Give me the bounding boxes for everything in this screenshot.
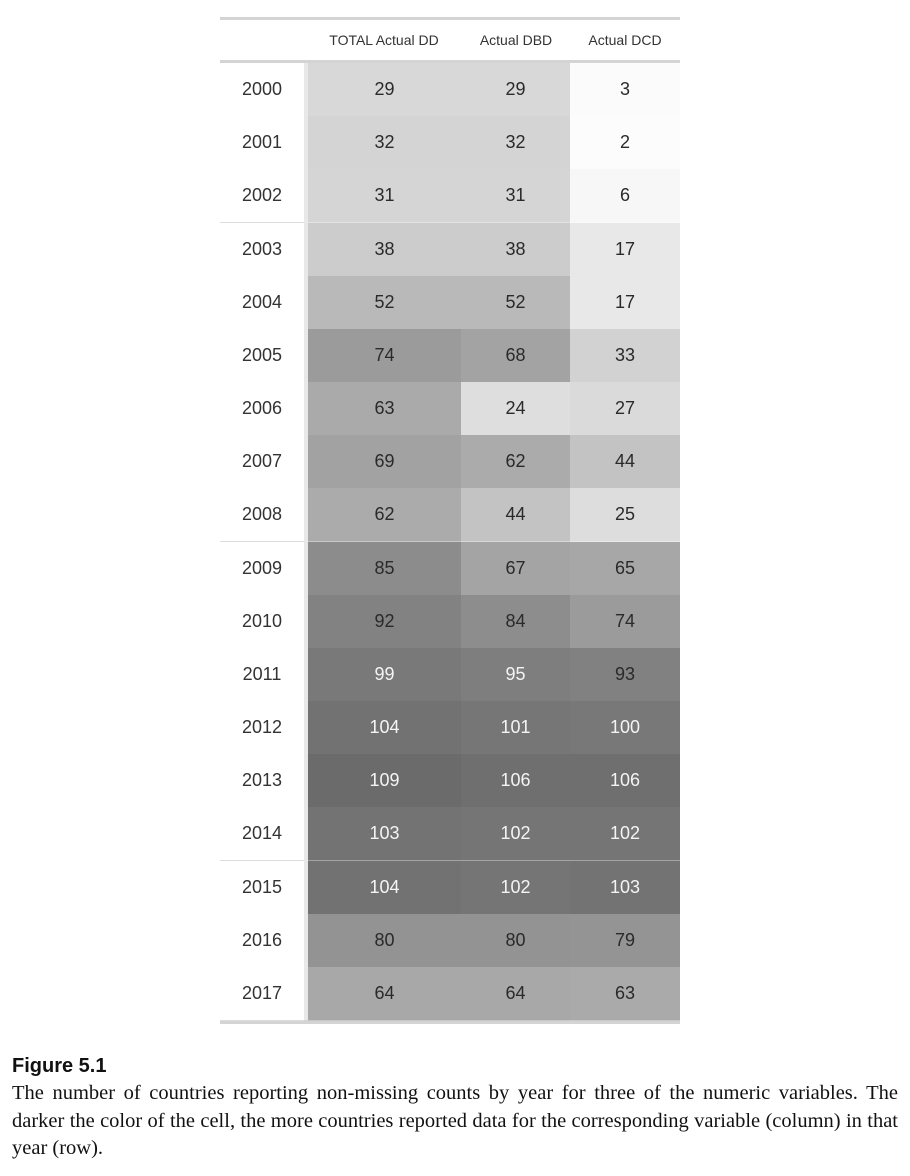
heat-cell-2012-actual-dcd: 100 [570, 701, 680, 756]
heat-cell-2000-actual-dcd: 3 [570, 63, 680, 117]
heat-cell-2011-total-actual-dd: 99 [308, 647, 461, 702]
row-label-2006: 2006 [220, 382, 304, 437]
table-header-rule [220, 60, 680, 63]
heat-cell-2003-actual-dcd: 17 [570, 222, 680, 277]
figure-caption: Figure 5.1 The number of countries repor… [12, 1053, 898, 1163]
row-label-2014: 2014 [220, 807, 304, 862]
heat-cell-2013-total-actual-dd: 109 [308, 754, 461, 809]
row-label-2013: 2013 [220, 754, 304, 809]
heat-cell-2015-total-actual-dd: 104 [308, 860, 461, 915]
heat-cell-2001-total-actual-dd: 32 [308, 116, 461, 171]
column-header-actual-dcd: Actual DCD [588, 32, 662, 48]
row-label-2011: 2011 [220, 647, 304, 702]
heat-cell-2011-actual-dcd: 93 [570, 647, 680, 702]
figure-label: Figure 5.1 [12, 1055, 107, 1077]
row-label-2015: 2015 [220, 860, 304, 915]
heat-cell-2009-actual-dcd: 65 [570, 541, 680, 596]
row-label-2016: 2016 [220, 913, 304, 968]
heat-cell-2013-actual-dcd: 106 [570, 754, 680, 809]
row-label-2001: 2001 [220, 116, 304, 171]
row-label-2000: 2000 [220, 63, 304, 117]
heat-cell-2006-total-actual-dd: 63 [308, 382, 461, 437]
heat-cell-2012-actual-dbd: 101 [461, 701, 570, 756]
row-label-divider [304, 63, 308, 1020]
heat-cell-2003-actual-dbd: 38 [461, 222, 570, 277]
heat-cell-2000-total-actual-dd: 29 [308, 63, 461, 117]
row-label-2002: 2002 [220, 169, 304, 224]
heat-cell-2014-total-actual-dd: 103 [308, 807, 461, 862]
row-label-2005: 2005 [220, 328, 304, 383]
row-label-2017: 2017 [220, 966, 304, 1021]
row-label-2008: 2008 [220, 488, 304, 543]
heat-cell-2002-total-actual-dd: 31 [308, 169, 461, 224]
heat-cell-2011-actual-dbd: 95 [461, 647, 570, 702]
heat-cell-2014-actual-dbd: 102 [461, 807, 570, 862]
heat-cell-2002-actual-dcd: 6 [570, 169, 680, 224]
heat-cell-2016-total-actual-dd: 80 [308, 913, 461, 968]
heat-cell-2010-total-actual-dd: 92 [308, 594, 461, 649]
heat-cell-2006-actual-dcd: 27 [570, 382, 680, 437]
heat-cell-2008-actual-dcd: 25 [570, 488, 680, 543]
column-header-actual-dbd: Actual DBD [479, 32, 553, 48]
heat-cell-2000-actual-dbd: 29 [461, 63, 570, 117]
heat-cell-2005-actual-dbd: 68 [461, 328, 570, 383]
heat-cell-2008-total-actual-dd: 62 [308, 488, 461, 543]
heat-cell-2017-actual-dcd: 63 [570, 966, 680, 1021]
heat-cell-2015-actual-dcd: 103 [570, 860, 680, 915]
row-label-2009: 2009 [220, 541, 304, 596]
heat-cell-2004-actual-dcd: 17 [570, 275, 680, 330]
heat-cell-2016-actual-dbd: 80 [461, 913, 570, 968]
heat-cell-2007-total-actual-dd: 69 [308, 435, 461, 490]
heat-cell-2016-actual-dcd: 79 [570, 913, 680, 968]
heatmap-table: TOTAL Actual DD Actual DBD Actual DCD 2000 2… [220, 17, 680, 1025]
heat-cell-2013-actual-dbd: 106 [461, 754, 570, 809]
heat-cell-2001-actual-dbd: 32 [461, 116, 570, 171]
heat-cell-2005-total-actual-dd: 74 [308, 328, 461, 383]
heat-cell-2004-actual-dbd: 52 [461, 275, 570, 330]
heat-cell-2006-actual-dbd: 24 [461, 382, 570, 437]
heat-cell-2014-actual-dcd: 102 [570, 807, 680, 862]
heat-cell-2001-actual-dcd: 2 [570, 116, 680, 171]
heat-cell-2008-actual-dbd: 44 [461, 488, 570, 543]
heat-cell-2007-actual-dcd: 44 [570, 435, 680, 490]
row-label-2007: 2007 [220, 435, 304, 490]
table-top-rule [220, 17, 680, 20]
heat-cell-2005-actual-dcd: 33 [570, 328, 680, 383]
heat-cell-2015-actual-dbd: 102 [461, 860, 570, 915]
row-label-2012: 2012 [220, 701, 304, 756]
heat-cell-2017-total-actual-dd: 64 [308, 966, 461, 1021]
row-label-2010: 2010 [220, 594, 304, 649]
figure-caption-text: The number of countries reporting non-mi… [12, 1082, 898, 1159]
heat-cell-2004-total-actual-dd: 52 [308, 275, 461, 330]
heat-cell-2010-actual-dbd: 84 [461, 594, 570, 649]
row-label-2003: 2003 [220, 222, 304, 277]
heat-cell-2012-total-actual-dd: 104 [308, 701, 461, 756]
heat-cell-2007-actual-dbd: 62 [461, 435, 570, 490]
heat-cell-2017-actual-dbd: 64 [461, 966, 570, 1021]
heat-cell-2009-total-actual-dd: 85 [308, 541, 461, 596]
table-bottom-rule [220, 1020, 680, 1024]
row-label-2004: 2004 [220, 275, 304, 330]
heat-cell-2002-actual-dbd: 31 [461, 169, 570, 224]
column-header-total-actual-dd: TOTAL Actual DD [329, 32, 439, 48]
heat-cell-2009-actual-dbd: 67 [461, 541, 570, 596]
heat-cell-2010-actual-dcd: 74 [570, 594, 680, 649]
heat-cell-2003-total-actual-dd: 38 [308, 222, 461, 277]
